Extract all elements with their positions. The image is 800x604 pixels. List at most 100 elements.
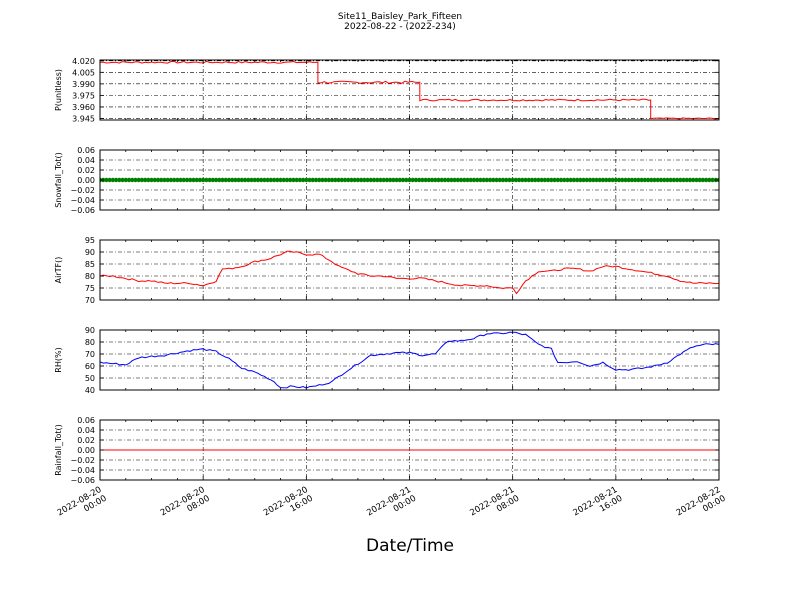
data-point xyxy=(252,177,257,183)
data-point xyxy=(171,177,177,183)
data-point xyxy=(581,177,586,183)
data-point xyxy=(184,177,190,183)
data-point xyxy=(665,177,670,183)
data-point xyxy=(645,177,651,183)
data-point xyxy=(155,177,161,183)
series-line xyxy=(100,60,719,120)
data-point xyxy=(268,177,274,183)
x-tick-label: 2022-08-2200:00 xyxy=(675,485,728,527)
y-tick-label: −0.04 xyxy=(70,466,95,475)
data-point xyxy=(542,177,548,183)
data-point xyxy=(613,177,619,183)
x-tick-label: 2022-08-2100:00 xyxy=(365,485,418,527)
data-point xyxy=(513,177,519,183)
data-point xyxy=(484,177,490,183)
data-point xyxy=(684,177,689,183)
y-tick-label: 95 xyxy=(85,236,95,245)
data-point xyxy=(233,177,238,183)
series-group xyxy=(100,250,719,295)
data-point xyxy=(423,177,428,183)
y-tick-label: 90 xyxy=(85,248,95,257)
data-point xyxy=(455,177,461,183)
data-point xyxy=(668,177,673,183)
data-point xyxy=(207,177,212,183)
data-point xyxy=(333,177,338,183)
data-point xyxy=(523,177,528,183)
data-point xyxy=(636,177,641,183)
y-tick-label: 3.990 xyxy=(72,80,95,89)
data-point xyxy=(149,177,154,183)
data-point xyxy=(497,177,502,183)
data-point xyxy=(462,177,467,183)
data-point xyxy=(481,177,486,183)
data-point xyxy=(632,177,638,183)
y-tick-label: 0.06 xyxy=(77,416,95,425)
data-point xyxy=(133,177,138,183)
y-tick-label: 4.005 xyxy=(72,68,95,77)
data-point xyxy=(565,177,570,183)
data-point xyxy=(681,177,686,183)
data-point xyxy=(594,177,599,183)
data-point xyxy=(213,177,219,183)
data-point xyxy=(329,177,335,183)
data-point xyxy=(526,177,531,183)
y-tick-label: 0.06 xyxy=(77,146,95,155)
data-point xyxy=(200,177,206,183)
data-point xyxy=(549,177,554,183)
series-line xyxy=(100,250,719,295)
data-point xyxy=(400,177,406,183)
data-point xyxy=(691,177,696,183)
data-point xyxy=(620,177,625,183)
data-point xyxy=(562,177,567,183)
data-point xyxy=(687,177,693,183)
series-line xyxy=(100,331,719,389)
data-point xyxy=(346,177,351,183)
data-point xyxy=(504,177,509,183)
data-point xyxy=(223,177,228,183)
data-point xyxy=(375,177,380,183)
data-point xyxy=(381,177,386,183)
data-point xyxy=(278,177,283,183)
data-point xyxy=(652,177,657,183)
data-point xyxy=(413,177,419,183)
y-tick-label: 0.00 xyxy=(77,176,95,185)
data-point xyxy=(494,177,499,183)
data-point xyxy=(304,177,309,183)
data-point xyxy=(445,177,451,183)
y-tick-label: −0.02 xyxy=(70,186,95,195)
data-point xyxy=(571,177,577,183)
data-point xyxy=(162,177,167,183)
data-point xyxy=(123,177,128,183)
y-axis-label: RH(%) xyxy=(54,347,63,372)
data-point xyxy=(391,177,396,183)
x-axis-label: Date/Time xyxy=(366,536,454,556)
data-point xyxy=(142,177,148,183)
data-point xyxy=(433,177,438,183)
y-axis-label: Snowfall_Tot() xyxy=(54,152,63,208)
data-point xyxy=(294,177,299,183)
panel-3: 90 80 70 60 50 40 RH(%) xyxy=(54,326,720,395)
y-tick-label: 3.945 xyxy=(72,114,95,123)
data-point xyxy=(591,177,596,183)
data-point xyxy=(416,177,422,183)
data-point xyxy=(629,177,635,183)
data-point xyxy=(307,177,312,183)
data-point xyxy=(355,177,361,183)
data-point xyxy=(387,177,393,183)
y-tick-label: −0.06 xyxy=(70,476,95,485)
data-point xyxy=(220,177,225,183)
y-axis-label: Rainfall_Tot() xyxy=(54,424,63,476)
data-point xyxy=(429,177,435,183)
data-point xyxy=(603,177,609,183)
panel-1: 0.060.040.020.00−0.02−0.04−0.06 Snowfall_… xyxy=(54,146,720,215)
data-point xyxy=(265,177,270,183)
y-tick-label: 0.00 xyxy=(77,446,95,455)
panel-4: 0.060.040.020.00−0.02−0.04−0.06 Rainfall_… xyxy=(54,416,720,485)
data-point xyxy=(642,177,648,183)
data-point xyxy=(649,177,654,183)
data-point xyxy=(130,177,135,183)
data-point xyxy=(500,177,506,183)
y-axis-label: P(unitless) xyxy=(54,69,63,111)
data-point xyxy=(191,177,196,183)
data-point xyxy=(320,177,325,183)
